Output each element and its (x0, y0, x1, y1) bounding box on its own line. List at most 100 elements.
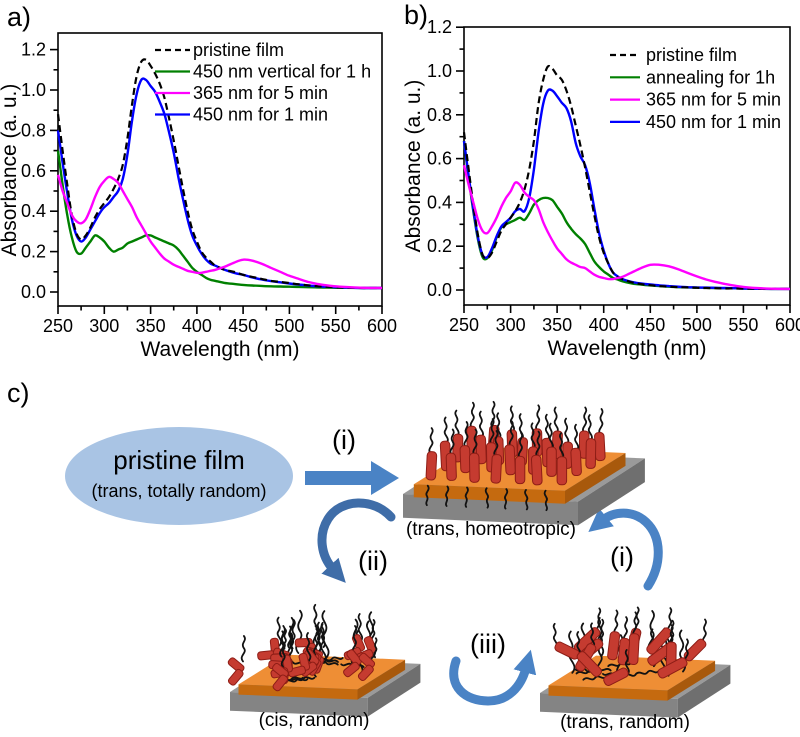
azobenzene-rod (607, 631, 621, 661)
alkyl-chain (493, 430, 499, 458)
alkyl-chain (478, 410, 484, 439)
absorbance-chart-b-mount: 250 300 350 400 450 500 550 600 0.0 0.2 0.4 0.6 0.8 1… (400, 0, 800, 368)
substrate-gray-right (578, 458, 645, 526)
azobenzene-rod (445, 452, 457, 481)
azobenzene-rod (627, 633, 640, 665)
step-ii-label: (ii) (358, 546, 388, 576)
y-tick-label: 0.8 (21, 120, 46, 140)
substrate-trans-random (540, 606, 731, 718)
y-tick-label: 0.2 (21, 242, 46, 262)
substrate-cis-random (227, 603, 421, 717)
alkyl-chain (373, 637, 378, 659)
alkyl-chain (553, 406, 559, 434)
alkyl-chain (321, 610, 330, 659)
substrate-orange-right (565, 453, 626, 504)
legend-label: 365 nm for 5 min (193, 83, 328, 103)
panel-c-letter: c) (7, 378, 30, 408)
x-tick-label: 300 (496, 315, 526, 335)
azobenzene-rod (646, 627, 672, 655)
azobenzene-rod (468, 452, 480, 483)
alkyl-chain (503, 488, 509, 510)
alkyl-chain (496, 412, 502, 440)
alkyl-chain (624, 649, 630, 676)
legend-label: pristine film (193, 40, 284, 60)
legend-label: annealing for 1h (646, 67, 775, 87)
alkyl-chain (279, 630, 285, 658)
x-tick-label: 550 (728, 315, 758, 335)
x-axis-title: Wavelength (nm) (140, 338, 299, 361)
alkyl-chain (559, 432, 565, 460)
alkyl-chain (313, 628, 319, 656)
y-axis-title: Absorbance (a. u.) (0, 84, 21, 257)
alkyl-chain (535, 430, 541, 459)
alkyl-chain (463, 421, 469, 449)
pristine-film-sublabel: (trans, totally random) (91, 481, 267, 501)
azobenzene-rod (585, 438, 597, 469)
alkyl-chain (443, 416, 449, 444)
alkyl-chain (509, 405, 515, 433)
alkyl-chain (357, 613, 363, 643)
x-tick-label: 250 (449, 315, 479, 335)
alkyl-chain-ground (291, 676, 316, 682)
series-a-450-nm-vertical-for-1-h (56, 150, 382, 290)
azobenzene-rod (603, 667, 629, 686)
alkyl-chain (316, 621, 323, 652)
arrow-i-straight (305, 461, 399, 495)
azobenzene-rod (459, 445, 471, 474)
panel-a-letter: a) (7, 2, 32, 32)
y-tick-label: 1.2 (427, 17, 452, 37)
step-i-return-label: (i) (610, 542, 634, 572)
x-tick-label: 400 (182, 316, 212, 336)
azobenzene-rod (657, 657, 688, 679)
x-tick-label: 550 (321, 316, 351, 336)
alkyl-chain-ground (634, 669, 660, 675)
caption-cis-random: (cis, random) (258, 710, 370, 731)
alkyl-chain (632, 611, 638, 638)
azobenzene-rod (556, 456, 568, 486)
alkyl-chain (449, 428, 455, 456)
y-tick-label: 0.8 (427, 105, 452, 125)
legend-label: 450 nm for 1 min (646, 112, 781, 132)
azobenzene-rod-cis (227, 657, 245, 686)
alkyl-chain (489, 418, 495, 446)
y-tick-label: 0.4 (427, 192, 452, 212)
arrow-iii-curved (449, 649, 537, 706)
x-tick-label: 300 (89, 316, 119, 336)
substrate-homeotropic (403, 400, 645, 526)
alkyl-chain (587, 414, 593, 442)
step-i-label: (i) (332, 425, 356, 455)
y-tick-label: 1.2 (21, 40, 46, 60)
series-a-365-nm-for-5-min (56, 174, 383, 290)
alkyl-chain (454, 409, 460, 438)
alkyl-chain (508, 420, 514, 448)
alkyl-chain (484, 487, 490, 509)
azobenzene-rod (546, 446, 557, 477)
x-tick-label: 350 (542, 315, 572, 335)
step-iii-label: (iii) (470, 629, 506, 659)
x-tick-label: 250 (43, 316, 73, 336)
alkyl-chain (490, 400, 496, 429)
y-tick-label: 0.6 (21, 161, 46, 181)
azobenzene-rod (490, 454, 503, 484)
alkyl-chain (590, 622, 596, 649)
x-tick-label: 600 (775, 315, 800, 335)
panel-b-letter: b) (404, 0, 429, 30)
alkyl-chain (464, 486, 469, 508)
series-b-pristine-film (462, 64, 790, 291)
x-tick-label: 350 (136, 316, 166, 336)
y-tick-label: 1.0 (21, 80, 46, 100)
azobenzene-rod-cis (357, 652, 376, 682)
azobenzene-rod (576, 651, 603, 677)
axis-ticks (456, 26, 791, 313)
azobenzene-rod (570, 447, 582, 477)
pristine-film-ellipse (65, 427, 293, 525)
legend-label: 450 nm for 1 min (193, 105, 328, 125)
substrate-gray-right (677, 664, 731, 718)
absorbance-chart-a-mount: 250 300 350 400 450 500 550 600 0.0 0.2 0.4 0.6 0.8 1… (0, 0, 400, 368)
alkyl-chain (598, 408, 604, 436)
y-tick-label: 0.2 (427, 236, 452, 256)
alkyl-chain (544, 413, 550, 442)
alkyl-chain (287, 625, 292, 649)
x-tick-label: 400 (589, 315, 619, 335)
azobenzene-rod (514, 455, 526, 485)
